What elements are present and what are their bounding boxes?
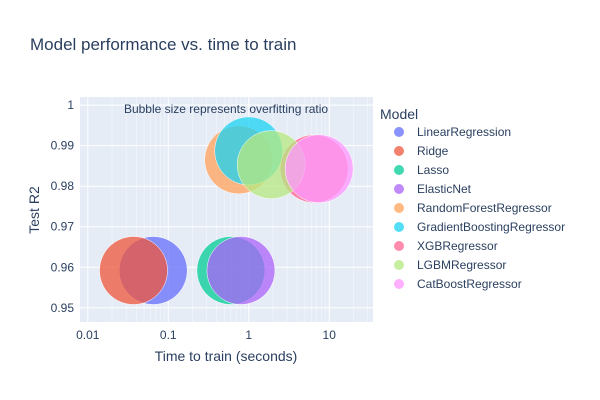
bubbles [99,116,354,305]
legend-label: CatBoostRegressor [417,277,522,291]
legend-item[interactable]: Lasso [394,163,449,177]
legend-marker [394,203,404,213]
legend-marker [394,165,404,175]
legend-marker [394,260,404,270]
y-tick-label: 0.98 [51,179,75,193]
legend-label: Ridge [417,144,449,158]
legend-marker [394,279,404,289]
legend-item[interactable]: Ridge [394,144,449,158]
legend-marker [394,127,404,137]
bubble-elasticnet [206,236,276,305]
legend-item[interactable]: XGBRegressor [394,239,498,253]
legend-label: GradientBoostingRegressor [417,220,565,234]
y-tick-label: 0.99 [51,139,75,153]
legend-label: ElasticNet [417,182,472,196]
x-tick-labels: 0.01 0.1 1 10 [76,328,336,342]
y-tick-labels: 0.95 0.96 0.97 0.98 0.99 1 [51,98,75,315]
x-tick-label: 0.01 [76,328,100,342]
y-tick-label: 0.95 [51,301,75,315]
x-tick-label: 0.1 [160,328,177,342]
legend-label: Lasso [417,163,449,177]
legend-label: RandomForestRegressor [417,201,552,215]
x-axis-title: Time to train (seconds) [155,348,298,364]
x-tick-label: 10 [323,328,337,342]
legend-marker [394,241,404,251]
legend-item[interactable]: LinearRegression [394,125,511,139]
legend-item[interactable]: ElasticNet [394,182,472,196]
bubble-catboostregressor [284,134,354,204]
legend-label: LGBMRegressor [417,258,506,272]
legend: LinearRegression Ridge Lasso ElasticNet Rand… [394,125,565,291]
y-tick-label: 0.96 [51,260,75,274]
legend-title: Model [380,106,418,122]
legend-label: LinearRegression [417,125,511,139]
legend-item[interactable]: RandomForestRegressor [394,201,552,215]
y-tick-label: 0.97 [51,220,75,234]
bubble-ridge [99,236,168,305]
x-tick-label: 1 [245,328,252,342]
legend-item[interactable]: CatBoostRegressor [394,277,522,291]
bubble-size-annotation: Bubble size represents overfitting ratio [124,102,328,116]
legend-label: XGBRegressor [417,239,498,253]
y-axis-title: Test R2 [26,186,42,234]
legend-item[interactable]: LGBMRegressor [394,258,506,272]
legend-item[interactable]: GradientBoostingRegressor [394,220,565,234]
legend-marker [394,146,404,156]
chart-title: Model performance vs. time to train [30,35,296,54]
legend-marker [394,184,404,194]
legend-marker [394,222,404,232]
y-tick-label: 1 [67,98,74,112]
